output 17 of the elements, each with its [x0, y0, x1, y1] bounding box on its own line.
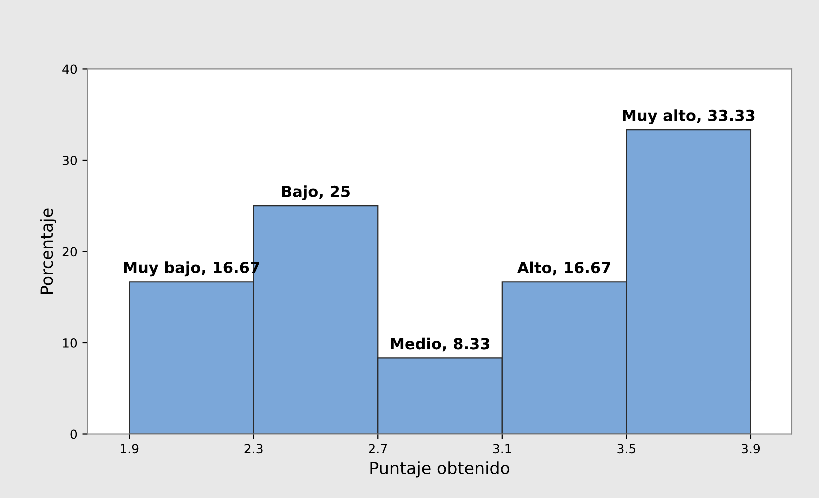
y-tick-label: 10	[63, 338, 78, 348]
y-tick-label: 40	[62, 64, 78, 74]
y-tick-label: 30	[62, 156, 78, 166]
y-tick-label: 20	[62, 247, 78, 257]
data-label: Bajo, 25	[282, 186, 350, 201]
x-tick-label: 2.3	[244, 444, 263, 454]
x-tick-label: 3.9	[742, 444, 760, 454]
x-tick-label: 3.5	[618, 444, 636, 454]
data-label: Alto, 16.67	[517, 262, 610, 276]
y-axis-title: Porcentaje	[40, 208, 56, 294]
y-tick-label: 0	[70, 430, 78, 440]
x-tick-label: 1.9	[121, 444, 139, 454]
x-tick-label: 2.7	[369, 444, 387, 454]
x-tick-label: 3.1	[493, 444, 512, 454]
data-label: Medio, 8.33	[391, 338, 490, 352]
data-label: Muy alto, 33.33	[623, 110, 755, 125]
x-axis-title: Puntaje obtenido	[370, 462, 510, 478]
